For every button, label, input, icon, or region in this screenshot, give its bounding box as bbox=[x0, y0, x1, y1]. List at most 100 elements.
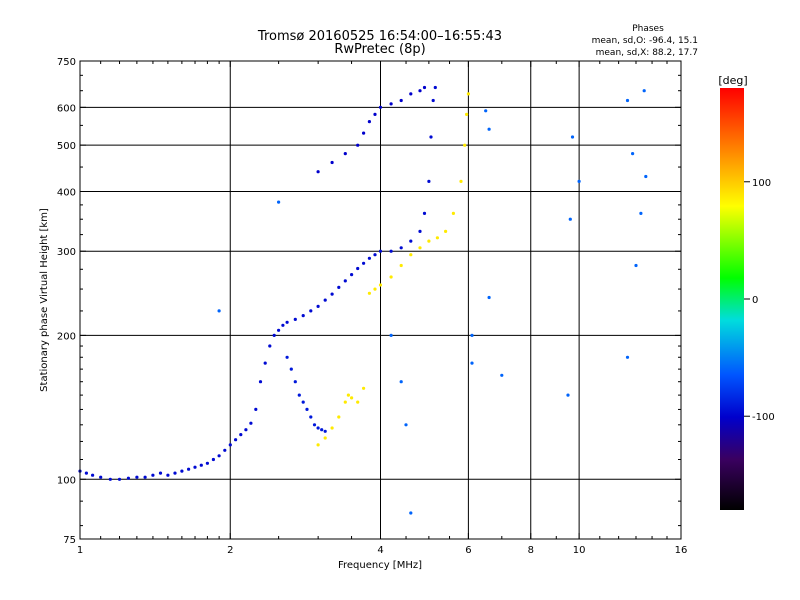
data-point bbox=[217, 454, 221, 458]
data-point bbox=[418, 246, 422, 250]
colorbar-tick-label: 100 bbox=[752, 178, 771, 189]
data-point bbox=[429, 135, 433, 139]
colorbar-ticks: 100 0 -100 bbox=[744, 178, 775, 423]
data-point bbox=[422, 211, 427, 215]
x-tick-label: 6 bbox=[465, 545, 471, 556]
data-point bbox=[199, 463, 203, 467]
data-point bbox=[158, 471, 163, 475]
series-1 bbox=[316, 85, 427, 174]
data-point bbox=[211, 457, 215, 462]
data-point bbox=[362, 386, 366, 390]
data-point bbox=[193, 465, 197, 469]
data-point bbox=[99, 475, 103, 479]
phase-info-o: mean, sd,O: -96.4, 15.1 bbox=[592, 36, 698, 46]
colorbar-tick-label: -100 bbox=[752, 412, 775, 423]
data-point bbox=[431, 98, 435, 103]
data-point bbox=[373, 253, 377, 257]
phase-info-heading: Phases bbox=[632, 24, 664, 34]
series-2 bbox=[285, 355, 327, 433]
data-point bbox=[389, 333, 393, 337]
data-point bbox=[500, 373, 504, 377]
data-point bbox=[487, 127, 491, 131]
data-point bbox=[362, 261, 366, 265]
data-point bbox=[205, 461, 209, 465]
data-point bbox=[644, 174, 648, 179]
data-point bbox=[418, 89, 422, 93]
data-point bbox=[166, 473, 170, 477]
chart-subtitle: RwPretec (8p) bbox=[334, 42, 425, 57]
data-point bbox=[258, 380, 263, 384]
data-point bbox=[301, 314, 305, 318]
y-tick-label: 600 bbox=[57, 103, 76, 114]
data-point bbox=[323, 298, 327, 302]
data-point bbox=[263, 361, 267, 365]
y-tick-label: 300 bbox=[57, 247, 76, 258]
data-point bbox=[642, 89, 646, 93]
data-point bbox=[625, 98, 630, 103]
data-point bbox=[301, 400, 305, 404]
data-point bbox=[625, 355, 630, 359]
axes: 1 2 4 6 8 10 16 75 100 200 300 400 500 600 750 bbox=[57, 57, 687, 556]
data-point bbox=[268, 344, 272, 348]
y-tick-label: 75 bbox=[63, 535, 76, 546]
data-point bbox=[378, 283, 383, 287]
data-point bbox=[151, 473, 155, 477]
data-point bbox=[234, 438, 238, 442]
data-point bbox=[356, 266, 360, 271]
data-point bbox=[399, 263, 403, 268]
data-point bbox=[343, 400, 347, 404]
data-point bbox=[285, 320, 289, 324]
data-point bbox=[577, 179, 581, 183]
data-point bbox=[378, 105, 383, 109]
data-point bbox=[350, 396, 354, 400]
data-point bbox=[117, 477, 122, 481]
data-point bbox=[281, 323, 285, 327]
chart-title: Tromsø 20160525 16:54:00–16:55:43 bbox=[257, 29, 502, 44]
data-point bbox=[316, 170, 320, 174]
data-point bbox=[389, 102, 393, 106]
y-axis-label: Stationary phase Virtual Height [km] bbox=[39, 208, 50, 392]
data-point bbox=[84, 471, 88, 475]
data-point bbox=[378, 249, 383, 253]
x-tick-label: 10 bbox=[573, 545, 586, 556]
data-point bbox=[91, 473, 95, 477]
colorbar-label: [deg] bbox=[718, 74, 747, 87]
data-point bbox=[180, 469, 184, 473]
data-point bbox=[433, 85, 437, 90]
x-tick-label: 2 bbox=[227, 545, 233, 556]
data-point bbox=[362, 131, 366, 135]
colorbar-tick-label: 0 bbox=[752, 295, 758, 306]
data-point bbox=[323, 429, 327, 433]
data-point bbox=[135, 475, 139, 479]
data-point bbox=[309, 309, 313, 313]
x-tick-label: 1 bbox=[77, 545, 83, 556]
data-point bbox=[465, 112, 469, 116]
data-point bbox=[143, 475, 147, 479]
data-point bbox=[312, 423, 317, 427]
data-point bbox=[305, 407, 309, 411]
y-tick-label: 500 bbox=[57, 141, 76, 152]
x-tick-label: 4 bbox=[377, 545, 383, 556]
grid bbox=[80, 61, 681, 539]
data-point bbox=[634, 263, 638, 268]
data-point bbox=[254, 407, 258, 411]
data-point bbox=[323, 436, 327, 440]
data-point bbox=[389, 275, 393, 279]
data-point bbox=[108, 477, 112, 481]
data-point bbox=[463, 143, 467, 147]
series-4 bbox=[217, 89, 648, 515]
data-point bbox=[316, 426, 320, 430]
y-tick-label: 100 bbox=[57, 475, 76, 486]
colorbar bbox=[720, 88, 744, 510]
data-point bbox=[409, 253, 413, 257]
data-point bbox=[173, 471, 177, 475]
data-point bbox=[435, 236, 439, 240]
data-point bbox=[337, 285, 341, 289]
data-point bbox=[346, 393, 350, 397]
data-point bbox=[399, 98, 403, 103]
data-point bbox=[373, 287, 377, 291]
data-point bbox=[249, 421, 253, 425]
x-axis-label: Frequency [MHz] bbox=[338, 560, 422, 571]
series-3 bbox=[316, 92, 470, 447]
